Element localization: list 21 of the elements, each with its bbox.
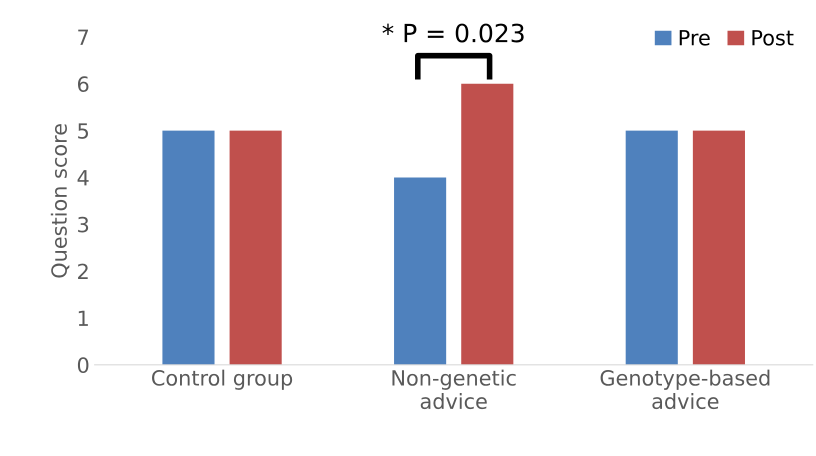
bar: [461, 84, 514, 365]
bar: [626, 130, 678, 365]
bar: [394, 177, 446, 365]
y-axis-title: Question score: [50, 124, 70, 278]
legend-label: Post: [752, 30, 794, 46]
y-tick-label: 4: [78, 170, 89, 186]
y-tick-label: 5: [78, 123, 88, 139]
legend-label: Pre: [680, 30, 710, 46]
bar: [230, 130, 282, 365]
x-tick-label: Non-genetic advice: [392, 370, 516, 410]
x-tick-label: Genotype-based advice: [600, 370, 770, 410]
annotation: * P = 0.023: [382, 24, 524, 42]
x-tick-label: Control group: [152, 370, 292, 390]
y-tick-label: 0: [78, 357, 88, 374]
bar: [692, 130, 745, 365]
bar: [162, 130, 215, 365]
y-tick-label: 3: [78, 216, 88, 232]
y-tick-label: 6: [78, 76, 88, 92]
y-tick-label: 7: [78, 30, 88, 45]
y-tick-label: 2: [78, 264, 88, 280]
y-tick-label: 1: [78, 310, 88, 326]
